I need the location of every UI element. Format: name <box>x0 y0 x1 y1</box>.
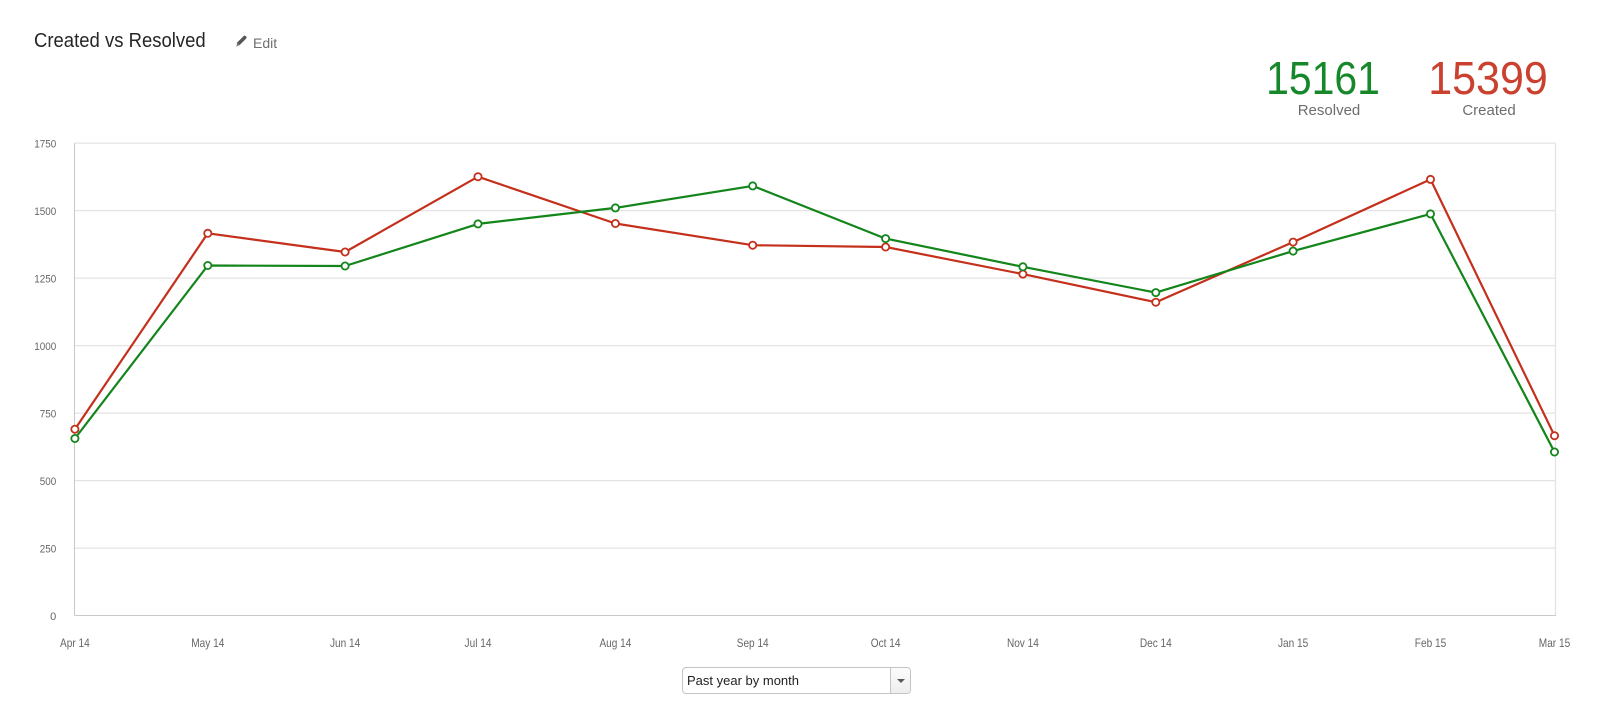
svg-text:Jan 15: Jan 15 <box>1278 636 1309 650</box>
svg-text:500: 500 <box>40 476 57 488</box>
svg-text:Apr 14: Apr 14 <box>60 636 90 650</box>
svg-text:1000: 1000 <box>34 341 56 353</box>
svg-text:250: 250 <box>40 544 57 556</box>
svg-text:1250: 1250 <box>34 274 56 286</box>
svg-text:Jun 14: Jun 14 <box>330 636 361 650</box>
svg-text:Dec 14: Dec 14 <box>1140 636 1172 650</box>
svg-text:Oct 14: Oct 14 <box>871 636 901 650</box>
svg-text:Mar 15: Mar 15 <box>1539 636 1571 650</box>
svg-text:Aug 14: Aug 14 <box>599 636 631 650</box>
svg-text:May 14: May 14 <box>191 636 224 650</box>
svg-text:Sep 14: Sep 14 <box>737 636 769 650</box>
svg-text:Feb 15: Feb 15 <box>1415 636 1447 650</box>
svg-text:750: 750 <box>40 409 57 421</box>
svg-text:0: 0 <box>50 611 56 623</box>
svg-text:Jul 14: Jul 14 <box>465 636 492 650</box>
svg-text:1750: 1750 <box>34 139 56 151</box>
svg-text:Nov 14: Nov 14 <box>1007 636 1039 650</box>
svg-text:1500: 1500 <box>34 206 56 218</box>
